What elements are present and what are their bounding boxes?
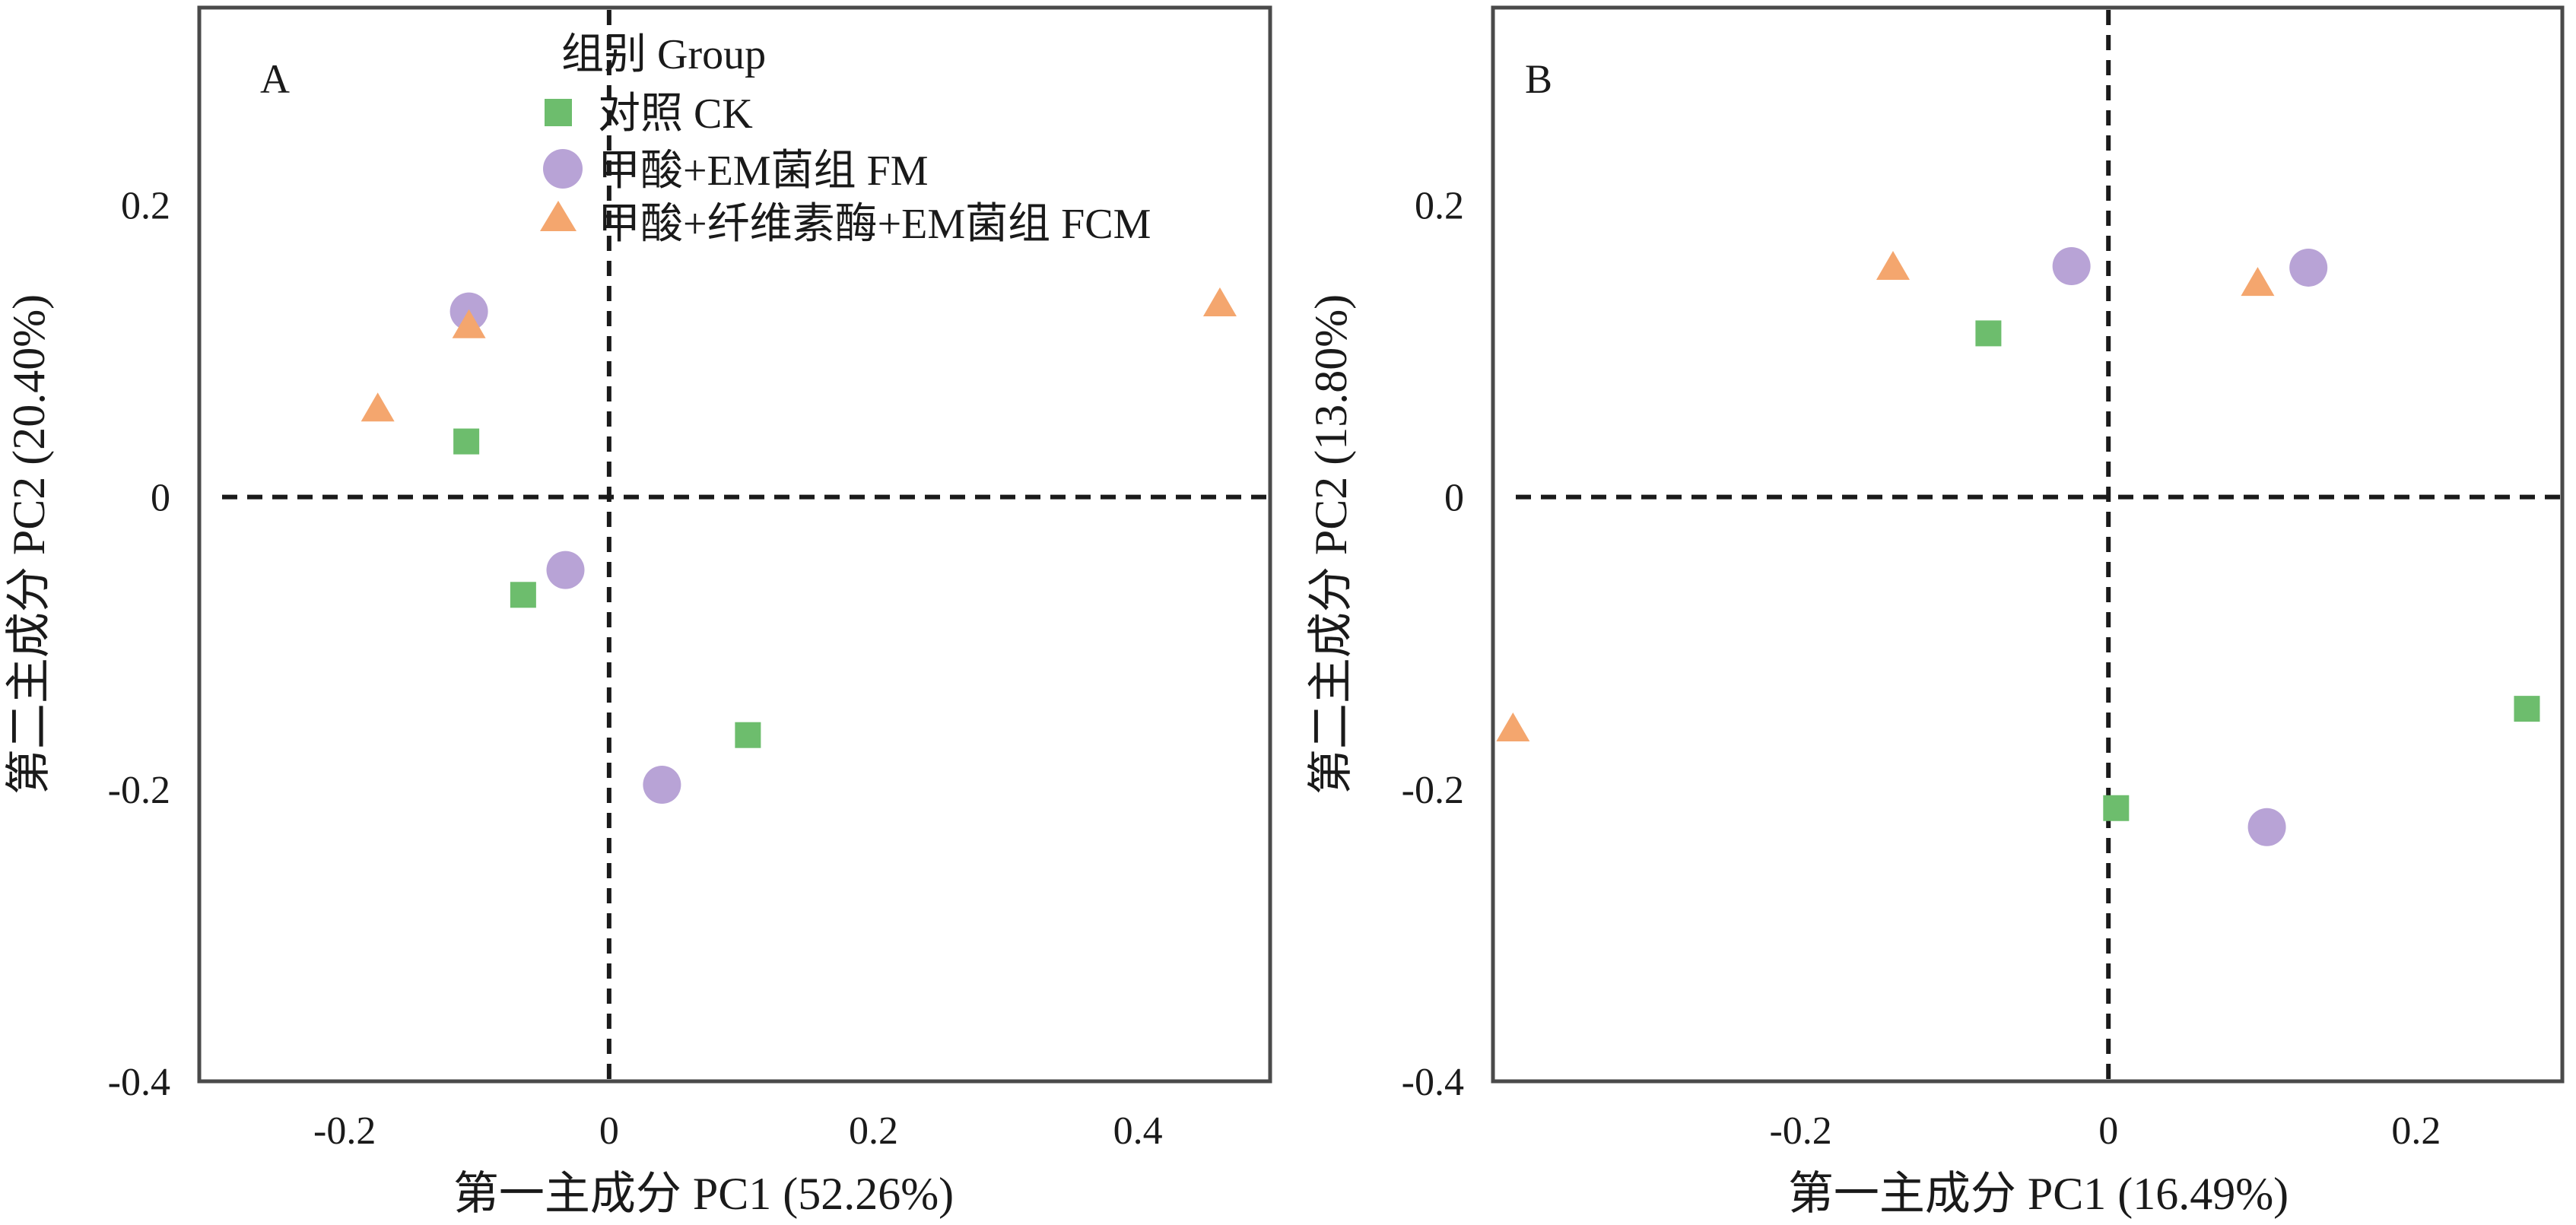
panel-b-y-tick-label: -0.4 bbox=[1402, 1061, 1464, 1104]
panel-b: -0.2 0 0.2 0.2 0 -0.2 -0.4 B 第一主成分 PC1 (16.49%… bbox=[1306, 5, 2565, 1219]
panel-a-ck-point bbox=[510, 582, 536, 608]
panel-a-y-tick-label: -0.4 bbox=[108, 1061, 170, 1104]
panel-b-y-tick-label: 0.2 bbox=[1415, 184, 1464, 227]
panel-b-x-tick-label: 0 bbox=[2098, 1109, 2118, 1153]
panel-b-frame bbox=[1491, 5, 2565, 1084]
panel-b-y-tick-label: -0.2 bbox=[1402, 769, 1464, 812]
panel-b-x-axis-title: 第一主成分 PC1 (16.49%) bbox=[1788, 1169, 2289, 1219]
panel-a: -0.2 0 0.2 0.4 0.2 0 -0.2 -0.4 A 第一主成分 PC1 (52.… bbox=[4, 5, 1272, 1219]
panel-a-x-tick-label: 0.4 bbox=[1113, 1109, 1163, 1153]
panel-b-ck-point bbox=[2514, 696, 2540, 722]
legend-item-fcm: 甲酸+纤维素酶+EM菌组 FCM bbox=[540, 201, 1151, 248]
panel-a-points bbox=[361, 287, 1237, 805]
legend-label-fcm: 甲酸+纤维素酶+EM菌组 FCM bbox=[598, 201, 1151, 248]
panel-a-ck-point bbox=[453, 428, 480, 455]
panel-a-y-tick-label: -0.2 bbox=[108, 769, 170, 812]
panel-b-label: B bbox=[1525, 56, 1552, 102]
panel-a-ck-point bbox=[735, 722, 761, 748]
panel-b-fm-point bbox=[2052, 247, 2091, 286]
panel-a-fm-point bbox=[643, 766, 681, 805]
legend-square-marker bbox=[545, 99, 572, 126]
legend-label-ck: 对照 CK bbox=[598, 90, 753, 138]
panel-a-frame bbox=[197, 5, 1272, 1084]
legend-title: 组别 Group bbox=[561, 31, 766, 78]
panel-a-fcm-point bbox=[452, 309, 486, 338]
panel-a-y-axis-title: 第二主成分 PC2 (20.40%) bbox=[4, 294, 54, 795]
panel-a-ticks: -0.2 0 0.2 0.4 0.2 0 -0.2 -0.4 bbox=[108, 184, 1163, 1153]
panel-b-fcm-point bbox=[1876, 250, 1910, 280]
legend-triangle-marker bbox=[540, 201, 577, 231]
panel-b-ck-point bbox=[1975, 320, 2002, 347]
panel-b-fcm-point bbox=[2241, 267, 2275, 297]
legend-circle-marker bbox=[543, 149, 583, 189]
panel-a-fcm-point bbox=[361, 392, 395, 422]
panel-a-x-tick-label: 0 bbox=[599, 1109, 619, 1153]
panel-a-y-tick-label: 0.2 bbox=[121, 184, 170, 227]
panel-b-y-tick-label: 0 bbox=[1444, 477, 1464, 520]
panel-a-x-tick-label: -0.2 bbox=[313, 1109, 376, 1153]
panel-a-label: A bbox=[260, 56, 290, 102]
panel-a-y-tick-label: 0 bbox=[151, 477, 170, 520]
panel-a-x-axis-title: 第一主成分 PC1 (52.26%) bbox=[453, 1169, 954, 1219]
panel-b-y-axis-title: 第二主成分 PC2 (13.80%) bbox=[1306, 294, 1356, 795]
panel-b-ticks: -0.2 0 0.2 0.2 0 -0.2 -0.4 bbox=[1402, 184, 2441, 1153]
panel-b-points bbox=[1496, 247, 2540, 846]
panel-a-fm-point bbox=[546, 551, 585, 589]
panel-b-x-tick-label: -0.2 bbox=[1769, 1109, 1831, 1153]
legend-item-fm: 甲酸+EM菌组 FM bbox=[543, 148, 929, 195]
legend-label-fm: 甲酸+EM菌组 FM bbox=[598, 148, 929, 195]
panel-a-fcm-point bbox=[1202, 287, 1237, 316]
legend-item-ck: 对照 CK bbox=[545, 90, 753, 138]
panel-b-fcm-point bbox=[1496, 712, 1530, 742]
panel-b-ck-point bbox=[2103, 795, 2130, 821]
panel-b-fm-point bbox=[2247, 808, 2286, 846]
panel-b-fm-point bbox=[2289, 248, 2328, 287]
panel-a-x-tick-label: 0.2 bbox=[849, 1109, 898, 1153]
panel-b-x-tick-label: 0.2 bbox=[2391, 1109, 2441, 1153]
legend: 组别 Group 对照 CK 甲酸+EM菌组 FM 甲酸+纤维素酶+EM菌组 F… bbox=[540, 31, 1151, 248]
